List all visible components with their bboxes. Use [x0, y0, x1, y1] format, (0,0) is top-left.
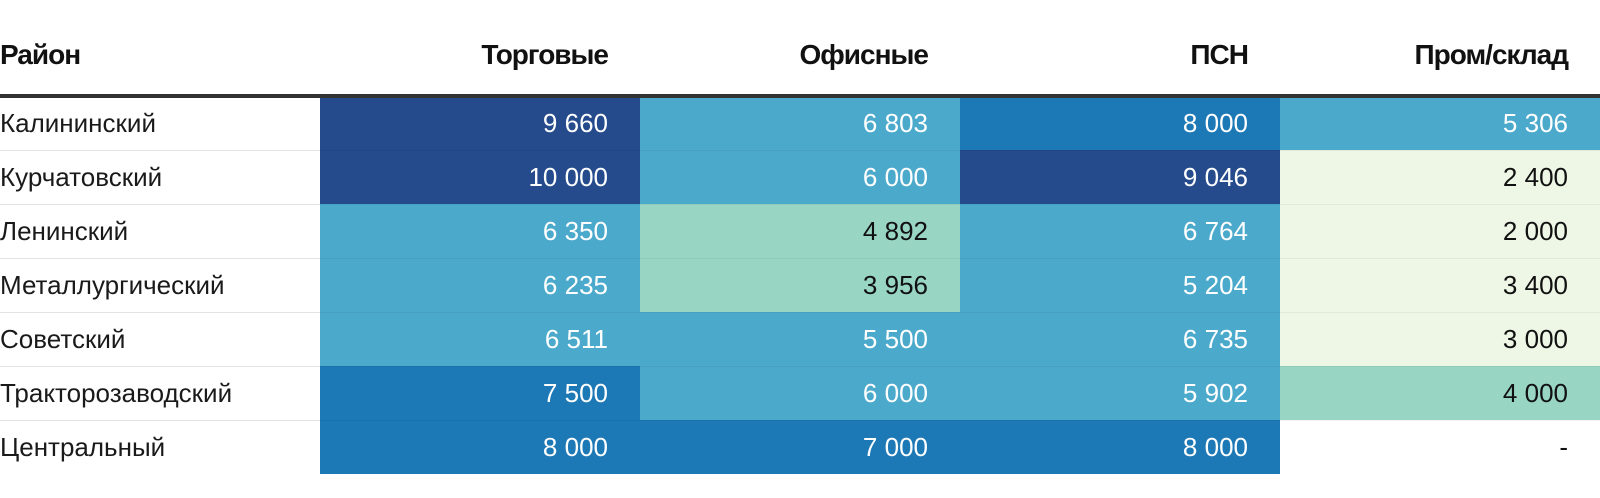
table-row: Калининский 9 660 6 803 8 000 5 306 [0, 96, 1600, 151]
value-cell: 5 306 [1280, 96, 1600, 151]
price-heatmap-table: Район Торговые Офисные ПСН Пром/склад Ка… [0, 24, 1600, 474]
column-header-psn: ПСН [960, 24, 1280, 98]
value-cell: 4 892 [640, 204, 960, 259]
value-cell: 6 000 [640, 150, 960, 205]
value-cell: 6 235 [320, 258, 640, 313]
value-cell: 9 660 [320, 96, 640, 151]
value-cell: 6 511 [320, 312, 640, 367]
value-cell: 7 500 [320, 366, 640, 421]
value-cell: 4 000 [1280, 366, 1600, 421]
value-cell: 6 735 [960, 312, 1280, 367]
value-cell: 3 956 [640, 258, 960, 313]
value-cell: 3 000 [1280, 312, 1600, 367]
value-cell: 9 046 [960, 150, 1280, 205]
district-name: Калининский [0, 96, 320, 151]
value-cell: 8 000 [960, 420, 1280, 474]
value-cell: 5 500 [640, 312, 960, 367]
value-cell: 2 000 [1280, 204, 1600, 259]
table-row: Тракторозаводский 7 500 6 000 5 902 4 00… [0, 366, 1600, 421]
value-cell: 8 000 [960, 96, 1280, 151]
value-cell: 2 400 [1280, 150, 1600, 205]
value-cell: 6 764 [960, 204, 1280, 259]
table-row: Металлургический 6 235 3 956 5 204 3 400 [0, 258, 1600, 313]
value-cell: 5 902 [960, 366, 1280, 421]
district-name: Ленинский [0, 204, 320, 259]
value-cell: 7 000 [640, 420, 960, 474]
table-row: Центральный 8 000 7 000 8 000 - [0, 420, 1600, 474]
table-row: Ленинский 6 350 4 892 6 764 2 000 [0, 204, 1600, 259]
value-cell: 10 000 [320, 150, 640, 205]
district-name: Тракторозаводский [0, 366, 320, 421]
column-header-retail: Торговые [320, 24, 640, 98]
value-cell: 3 400 [1280, 258, 1600, 313]
value-cell: - [1280, 420, 1600, 474]
value-cell: 6 803 [640, 96, 960, 151]
column-header-industrial: Пром/склад [1280, 24, 1600, 98]
district-name: Курчатовский [0, 150, 320, 205]
value-cell: 8 000 [320, 420, 640, 474]
table-body: Калининский 9 660 6 803 8 000 5 306 Курч… [0, 96, 1600, 474]
column-header-district: Район [0, 24, 320, 98]
table-row: Курчатовский 10 000 6 000 9 046 2 400 [0, 150, 1600, 205]
header-row: Район Торговые Офисные ПСН Пром/склад [0, 24, 1600, 98]
district-name: Центральный [0, 431, 166, 462]
district-name: Советский [0, 312, 320, 367]
value-cell: 6 350 [320, 204, 640, 259]
table-row: Советский 6 511 5 500 6 735 3 000 [0, 312, 1600, 367]
district-name: Металлургический [0, 258, 320, 313]
column-header-office: Офисные [640, 24, 960, 98]
value-cell: 5 204 [960, 258, 1280, 313]
value-cell: 6 000 [640, 366, 960, 421]
